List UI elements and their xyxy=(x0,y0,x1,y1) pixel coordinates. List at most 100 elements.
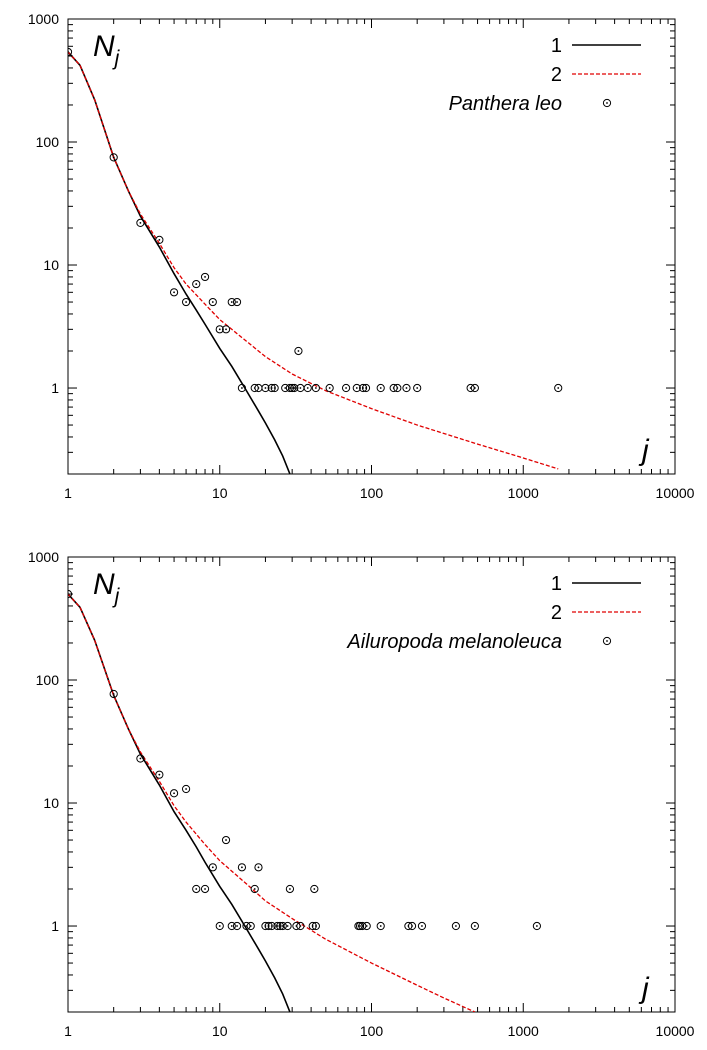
y-tick-label: 1000 xyxy=(28,11,59,27)
data-point xyxy=(209,864,216,871)
data-point-dot xyxy=(258,387,260,389)
chart-panel-2: 1 10 100 1000 100001101001000Njj12Ailuropoda… xyxy=(28,549,695,1039)
x-tick-label: 100 xyxy=(360,1023,384,1039)
legend-swatch-dot xyxy=(606,640,608,642)
data-point xyxy=(467,384,474,391)
x-tick-label: 10 xyxy=(212,485,228,501)
y-tick-label: 10 xyxy=(43,795,59,811)
data-point-dot xyxy=(300,925,302,927)
data-point xyxy=(286,885,293,892)
data-point xyxy=(233,298,240,305)
x-tick-label: 1000 xyxy=(508,485,539,501)
data-point-dot xyxy=(219,328,221,330)
legend-label-2: 2 xyxy=(551,602,562,624)
data-point-dot xyxy=(313,888,315,890)
data-point xyxy=(394,384,401,391)
x-axis-label: j xyxy=(638,972,650,1005)
data-point xyxy=(193,280,200,287)
data-point xyxy=(295,347,302,354)
data-point-dot xyxy=(380,925,382,927)
data-point-dot xyxy=(231,301,233,303)
data-point-dot xyxy=(421,925,423,927)
data-point-dot xyxy=(287,925,289,927)
y-axis-label: Nj xyxy=(93,30,121,70)
data-point-dot xyxy=(195,283,197,285)
legend-label-1: 1 xyxy=(551,573,562,595)
legend-label-ailuropoda-melanoleuca: Ailuropoda melanoleuca xyxy=(346,631,562,653)
data-point-dot xyxy=(411,925,413,927)
data-point xyxy=(555,384,562,391)
data-point xyxy=(471,384,478,391)
data-point-dot xyxy=(366,925,368,927)
y-tick-label: 100 xyxy=(36,134,60,150)
data-point-dot xyxy=(236,301,238,303)
data-point xyxy=(201,273,208,280)
data-point xyxy=(182,298,189,305)
x-tick-label: 100 xyxy=(360,485,384,501)
series-2 xyxy=(68,594,475,1012)
x-axis-label: j xyxy=(638,434,650,467)
data-point-dot xyxy=(291,387,293,389)
x-tick-label: 10 xyxy=(212,1023,228,1039)
data-point-dot xyxy=(254,888,256,890)
data-point-dot xyxy=(173,291,175,293)
data-point-dot xyxy=(416,387,418,389)
data-point-dot xyxy=(113,156,115,158)
legend-label-1: 1 xyxy=(551,35,562,57)
data-point xyxy=(304,384,311,391)
data-point-dot xyxy=(212,866,214,868)
data-point-dot xyxy=(225,328,227,330)
data-point-dot xyxy=(225,839,227,841)
data-point-dot xyxy=(185,788,187,790)
data-point xyxy=(222,836,229,843)
data-point xyxy=(408,922,415,929)
data-point-dot xyxy=(236,925,238,927)
data-point-dot xyxy=(113,693,115,695)
data-point-dot xyxy=(67,51,69,53)
data-point-dot xyxy=(315,387,317,389)
data-point xyxy=(182,785,189,792)
data-point-dot xyxy=(307,387,309,389)
data-point-dot xyxy=(298,350,300,352)
series-1 xyxy=(68,594,290,1012)
data-point-dot xyxy=(474,925,476,927)
series-line-2 xyxy=(68,594,475,1012)
data-point-dot xyxy=(67,593,69,595)
data-point xyxy=(216,922,223,929)
data-point-dot xyxy=(158,239,160,241)
data-point xyxy=(297,922,304,929)
data-point-dot xyxy=(212,301,214,303)
data-point xyxy=(284,922,291,929)
y-tick-label: 100 xyxy=(36,672,60,688)
data-point xyxy=(233,922,240,929)
y-tick-label: 1 xyxy=(51,380,59,396)
legend-label-panthera-leo: Panthera leo xyxy=(449,93,562,115)
y-tick-label: 1000 xyxy=(28,549,59,565)
legend-swatch-ailuropoda-melanoleuca xyxy=(603,637,610,644)
data-point xyxy=(533,922,540,929)
data-point-dot xyxy=(274,387,276,389)
data-point xyxy=(471,922,478,929)
data-point-dot xyxy=(359,925,361,927)
y-axis-label: Nj xyxy=(93,568,121,608)
data-point-dot xyxy=(356,387,358,389)
data-point xyxy=(311,885,318,892)
data-point xyxy=(170,790,177,797)
data-point xyxy=(255,864,262,871)
y-axis-label-main: N xyxy=(93,568,115,601)
data-point-dot xyxy=(474,387,476,389)
data-point xyxy=(377,384,384,391)
data-point-dot xyxy=(204,888,206,890)
data-point-dot xyxy=(329,387,331,389)
data-point xyxy=(193,885,200,892)
legend-swatch-panthera-leo xyxy=(603,99,610,106)
series-1 xyxy=(68,52,290,474)
legend-label-2: 2 xyxy=(551,64,562,86)
data-point-dot xyxy=(250,925,252,927)
data-point-dot xyxy=(315,925,317,927)
legend-swatch-dot xyxy=(606,102,608,104)
data-point xyxy=(209,298,216,305)
data-point-dot xyxy=(282,925,284,927)
